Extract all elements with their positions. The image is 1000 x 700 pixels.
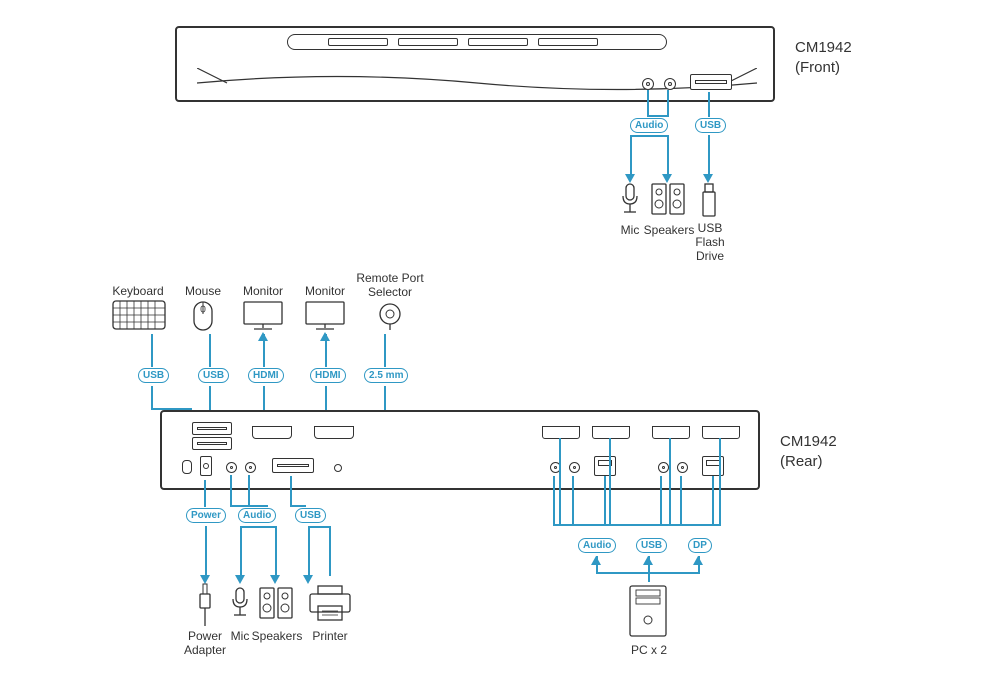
rear-speakers-label: Speakers — [250, 630, 304, 644]
badge-front-usb: USB — [695, 118, 726, 133]
monitor1-icon — [242, 300, 284, 332]
mouse-icon — [192, 300, 214, 332]
monitor1-label: Monitor — [238, 285, 288, 299]
keyboard-label: Keyboard — [110, 285, 166, 299]
pc-audio-3 — [658, 462, 669, 473]
keyboard-icon — [112, 300, 166, 332]
flashdrive-label: USBFlash Drive — [680, 222, 740, 263]
mic-label: Mic — [615, 224, 645, 238]
power-adapter-icon — [195, 582, 215, 630]
badge-rear-usb: USB — [295, 508, 326, 523]
front-usb-port — [690, 74, 732, 90]
badge-hdmi1: HDMI — [248, 368, 284, 383]
model-text: CM1942 — [795, 39, 852, 56]
rear-hdmi-2 — [314, 426, 354, 439]
rear-usb-kbms-1 — [192, 422, 232, 435]
rear-dc-jack — [200, 456, 212, 476]
badge-rps: 2.5 mm — [364, 368, 408, 383]
front-panel-label: CM1942(Front) — [795, 38, 852, 77]
badge-pc-usb: USB — [636, 538, 667, 553]
rear-audio-2 — [245, 462, 256, 473]
rear-power-switch — [182, 460, 192, 474]
remote-selector-icon — [376, 302, 404, 332]
monitor2-label: Monitor — [300, 285, 350, 299]
badge-front-audio: Audio — [630, 118, 668, 133]
usb-flash-drive-icon — [700, 182, 718, 220]
front-audio-jack-1 — [642, 78, 654, 90]
printer-label: Printer — [308, 630, 352, 644]
remote-label: Remote PortSelector — [352, 272, 428, 300]
badge-hdmi2: HDMI — [310, 368, 346, 383]
badge-kb-usb: USB — [138, 368, 169, 383]
rear-panel-label: CM1942(Rear) — [780, 432, 837, 471]
pc-icon — [626, 584, 670, 640]
front-panel — [175, 26, 775, 102]
rear-audio-1 — [226, 462, 237, 473]
pc-dp-3 — [652, 426, 690, 439]
pc-dp-4 — [702, 426, 740, 439]
rear-usb-hub — [272, 458, 314, 473]
printer-icon — [308, 584, 352, 624]
rear-rps-jack — [334, 464, 342, 472]
mic-icon — [619, 182, 641, 220]
pc-label: PC x 2 — [625, 644, 673, 658]
pc-dp-2 — [592, 426, 630, 439]
pc-dp-1 — [542, 426, 580, 439]
rear-speakers-icon — [258, 586, 294, 624]
badge-ms-usb: USB — [198, 368, 229, 383]
speakers-icon — [650, 182, 686, 220]
mouse-label: Mouse — [182, 285, 224, 299]
pc-usb-b-1 — [594, 456, 616, 476]
front-audio-jack-2 — [664, 78, 676, 90]
badge-pc-dp: DP — [688, 538, 712, 553]
monitor2-icon — [304, 300, 346, 332]
rear-usb-kbms-2 — [192, 437, 232, 450]
badge-power: Power — [186, 508, 226, 523]
badge-rear-audio: Audio — [238, 508, 276, 523]
pc-audio-4 — [677, 462, 688, 473]
pc-audio-2 — [569, 462, 580, 473]
rear-mic-icon — [230, 586, 250, 624]
rear-hdmi-1 — [252, 426, 292, 439]
badge-pc-audio: Audio — [578, 538, 616, 553]
